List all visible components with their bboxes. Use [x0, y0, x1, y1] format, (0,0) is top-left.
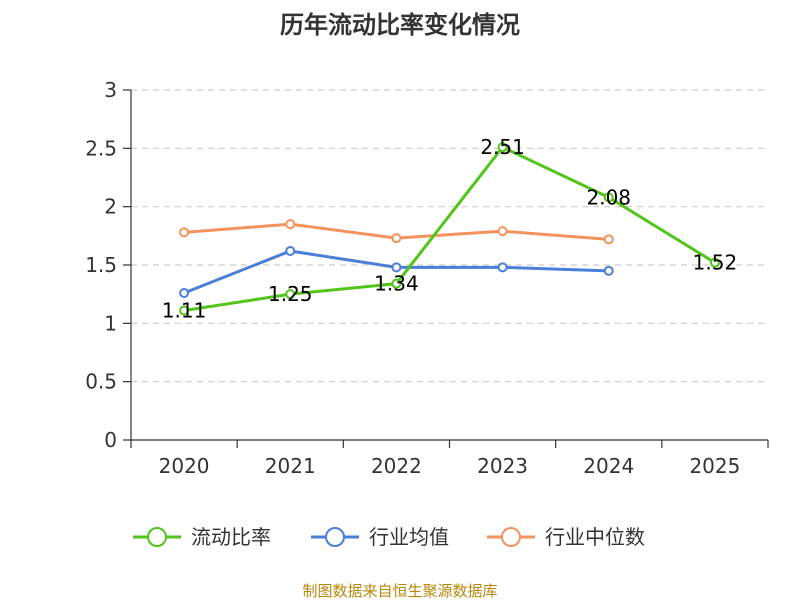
legend-marker	[147, 527, 167, 547]
x-tick-label: 2023	[477, 454, 528, 478]
grid-lines	[131, 89, 768, 383]
y-tick-label: 0	[104, 428, 117, 452]
x-tick-label: 2024	[583, 454, 634, 478]
legend-item[interactable]: 行业中位数	[487, 525, 645, 549]
data-point	[603, 265, 614, 276]
source-note: 制图数据来自恒生聚源数据库	[302, 582, 497, 600]
data-point	[497, 142, 508, 153]
data-point	[497, 262, 508, 273]
data-point	[285, 246, 296, 256]
data-point	[285, 219, 296, 230]
legend-marker	[501, 527, 521, 547]
x-tick-label: 2021	[265, 454, 316, 478]
legend-label: 行业中位数	[545, 525, 645, 549]
chart-title: 历年流动比率变化情况	[280, 11, 520, 39]
data-point	[603, 192, 614, 203]
data-point	[179, 305, 190, 316]
legend[interactable]: 流动比率 行业均值 行业中位数	[133, 525, 645, 549]
y-tick-label: 3	[104, 78, 117, 102]
data-label: 2.51	[480, 135, 525, 159]
data-point	[285, 289, 296, 300]
data-label: 1.11	[162, 299, 207, 323]
series-line-0	[183, 145, 716, 312]
data-point	[497, 226, 508, 237]
legend-marker	[325, 527, 345, 547]
data-point	[391, 233, 402, 244]
x-tick-label: 2025	[689, 454, 740, 478]
series-group	[179, 142, 720, 316]
y-tick-label: 1.5	[85, 253, 117, 277]
data-point	[179, 227, 190, 238]
y-tick-label: 2	[104, 195, 117, 219]
legend-label: 行业均值	[369, 525, 449, 549]
x-tick-label: 2022	[371, 454, 422, 478]
data-label: 1.34	[374, 272, 419, 296]
data-label: 1.25	[268, 282, 313, 306]
y-tick-label: 0.5	[85, 370, 117, 394]
data-labels: 1.11 1.25 1.34 2.51 2.08 1.52	[162, 135, 737, 322]
data-point	[179, 288, 190, 298]
legend-item[interactable]: 行业均值	[311, 525, 449, 549]
data-label: 1.52	[693, 251, 738, 275]
legend-item[interactable]: 流动比率	[133, 525, 271, 549]
legend-label: 流动比率	[191, 525, 271, 549]
x-tick-label: 2020	[159, 454, 210, 478]
y-tick-label: 2.5	[85, 136, 117, 160]
data-point	[603, 234, 614, 245]
data-point	[709, 257, 720, 268]
data-point	[391, 278, 402, 289]
data-label: 2.08	[586, 185, 631, 209]
data-point	[391, 262, 402, 273]
y-tick-label: 1	[104, 311, 117, 335]
